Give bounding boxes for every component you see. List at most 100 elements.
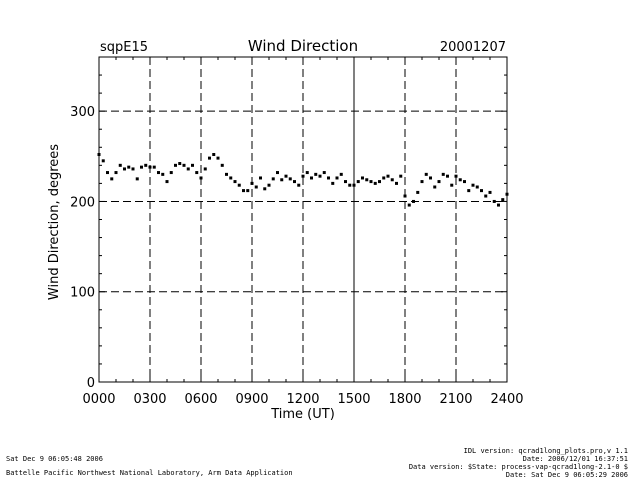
data-point	[407, 203, 411, 207]
data-point	[165, 180, 169, 184]
data-point	[356, 180, 360, 184]
data-point	[242, 189, 245, 193]
data-point	[186, 167, 190, 171]
data-point	[246, 189, 250, 193]
data-point	[492, 199, 496, 203]
site-label: sqpE15	[100, 40, 148, 55]
data-point	[276, 171, 279, 175]
date-label: 20001207	[440, 40, 506, 55]
y-tick-label: 100	[70, 286, 95, 301]
x-tick-label: 2400	[490, 392, 523, 407]
footer-idl-version: IDL version: qcrad1long_plots.pro,v 1.1	[463, 447, 628, 455]
footer-timestamp: Sat Dec 9 06:05:48 2006	[6, 455, 103, 463]
data-point	[437, 180, 441, 184]
data-point	[395, 181, 398, 185]
data-point	[212, 153, 216, 156]
x-tick-label: 1200	[286, 392, 319, 407]
data-point	[441, 172, 445, 176]
footer-data-date: Date: Sat Dec 9 06:05:29 2006	[505, 471, 628, 479]
data-point	[237, 183, 241, 187]
data-point	[267, 183, 271, 187]
data-point	[373, 181, 377, 185]
data-point	[280, 178, 284, 182]
data-point	[424, 172, 428, 176]
data-point	[182, 163, 186, 167]
data-point	[433, 185, 437, 189]
y-tick-label: 0	[87, 376, 95, 391]
data-point	[101, 159, 105, 163]
data-point	[382, 176, 386, 180]
data-point	[127, 165, 131, 169]
data-point	[288, 177, 292, 181]
x-tick-label: 0000	[82, 392, 115, 407]
data-point	[505, 192, 509, 196]
data-point	[369, 180, 373, 184]
data-point	[191, 163, 194, 167]
y-axis-label: Wind Direction, degrees	[47, 144, 62, 300]
footer-data-version: Data version: $State: process-vap-qcrad1…	[408, 463, 628, 471]
data-point	[399, 174, 403, 178]
data-point	[365, 178, 369, 182]
data-point	[97, 153, 101, 156]
data-point	[446, 174, 449, 178]
data-point	[216, 156, 220, 160]
data-point	[225, 172, 228, 176]
data-point	[327, 176, 330, 180]
data-point	[412, 199, 415, 203]
data-point	[135, 177, 139, 181]
data-point	[467, 189, 471, 193]
data-point	[284, 174, 288, 178]
x-tick-label: 0300	[133, 392, 166, 407]
data-point	[314, 172, 318, 176]
data-point	[263, 187, 267, 191]
data-point	[203, 167, 207, 171]
data-point	[403, 194, 407, 198]
data-point	[233, 180, 237, 184]
data-point	[301, 174, 305, 178]
data-point	[293, 180, 296, 184]
data-point	[429, 176, 432, 180]
data-point	[305, 171, 309, 175]
data-point	[157, 171, 160, 175]
x-tick-label: 2100	[439, 392, 472, 407]
data-point	[344, 180, 347, 184]
data-point	[348, 183, 352, 187]
data-point	[480, 189, 483, 193]
data-point	[471, 183, 475, 187]
chart-title: Wind Direction	[248, 37, 358, 55]
data-point	[450, 183, 454, 187]
data-point	[420, 180, 424, 184]
data-point	[339, 172, 343, 176]
y-axis-ticks: 0 100 200 300	[70, 74, 507, 391]
data-point	[463, 180, 466, 184]
data-point	[152, 165, 156, 169]
data-point	[174, 163, 177, 167]
data-point	[335, 176, 339, 180]
data-point	[254, 185, 258, 189]
y-tick-label: 200	[70, 195, 95, 210]
grid-lines	[99, 57, 507, 382]
data-point	[331, 181, 335, 185]
data-point	[250, 181, 254, 185]
data-point	[488, 190, 492, 194]
data-point	[123, 167, 126, 171]
x-tick-label: 0600	[184, 392, 217, 407]
data-point	[390, 178, 394, 182]
data-point	[199, 176, 203, 180]
data-point	[454, 174, 458, 178]
data-point	[161, 172, 165, 176]
data-point	[416, 190, 420, 194]
data-point	[118, 163, 122, 167]
data-point	[378, 180, 381, 184]
x-tick-label: 1800	[388, 392, 421, 407]
data-point	[148, 165, 152, 169]
x-axis-label: Time (UT)	[270, 407, 335, 422]
data-point	[140, 165, 143, 169]
data-point	[178, 162, 182, 166]
data-point	[361, 176, 364, 180]
x-tick-label: 0900	[235, 392, 268, 407]
data-point	[318, 174, 322, 178]
data-point	[144, 163, 148, 167]
data-point	[131, 167, 135, 171]
data-point	[114, 171, 118, 175]
